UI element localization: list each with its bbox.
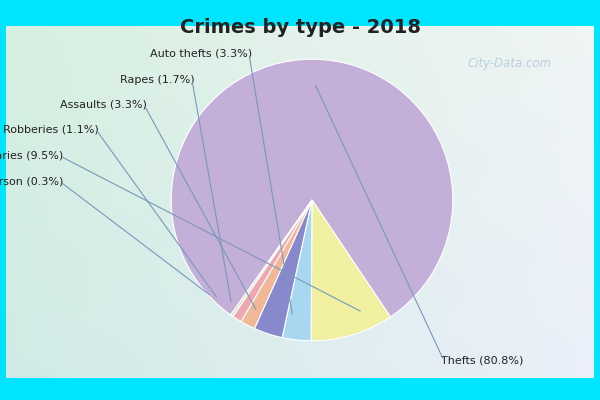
Text: Assaults (3.3%): Assaults (3.3%) [60,100,147,110]
Text: Thefts (80.8%): Thefts (80.8%) [441,356,523,366]
Wedge shape [282,200,312,341]
Text: Arson (0.3%): Arson (0.3%) [0,177,63,186]
Wedge shape [311,200,391,341]
Wedge shape [171,59,453,317]
Wedge shape [254,200,312,338]
Wedge shape [241,200,312,328]
Text: Rapes (1.7%): Rapes (1.7%) [121,75,195,85]
Text: Robberies (1.1%): Robberies (1.1%) [3,124,99,134]
Text: Auto thefts (3.3%): Auto thefts (3.3%) [150,49,252,59]
Wedge shape [233,200,312,322]
Text: City-Data.com: City-Data.com [468,58,552,70]
Text: Crimes by type - 2018: Crimes by type - 2018 [179,18,421,37]
Wedge shape [230,200,312,316]
Text: Burglaries (9.5%): Burglaries (9.5%) [0,151,63,161]
